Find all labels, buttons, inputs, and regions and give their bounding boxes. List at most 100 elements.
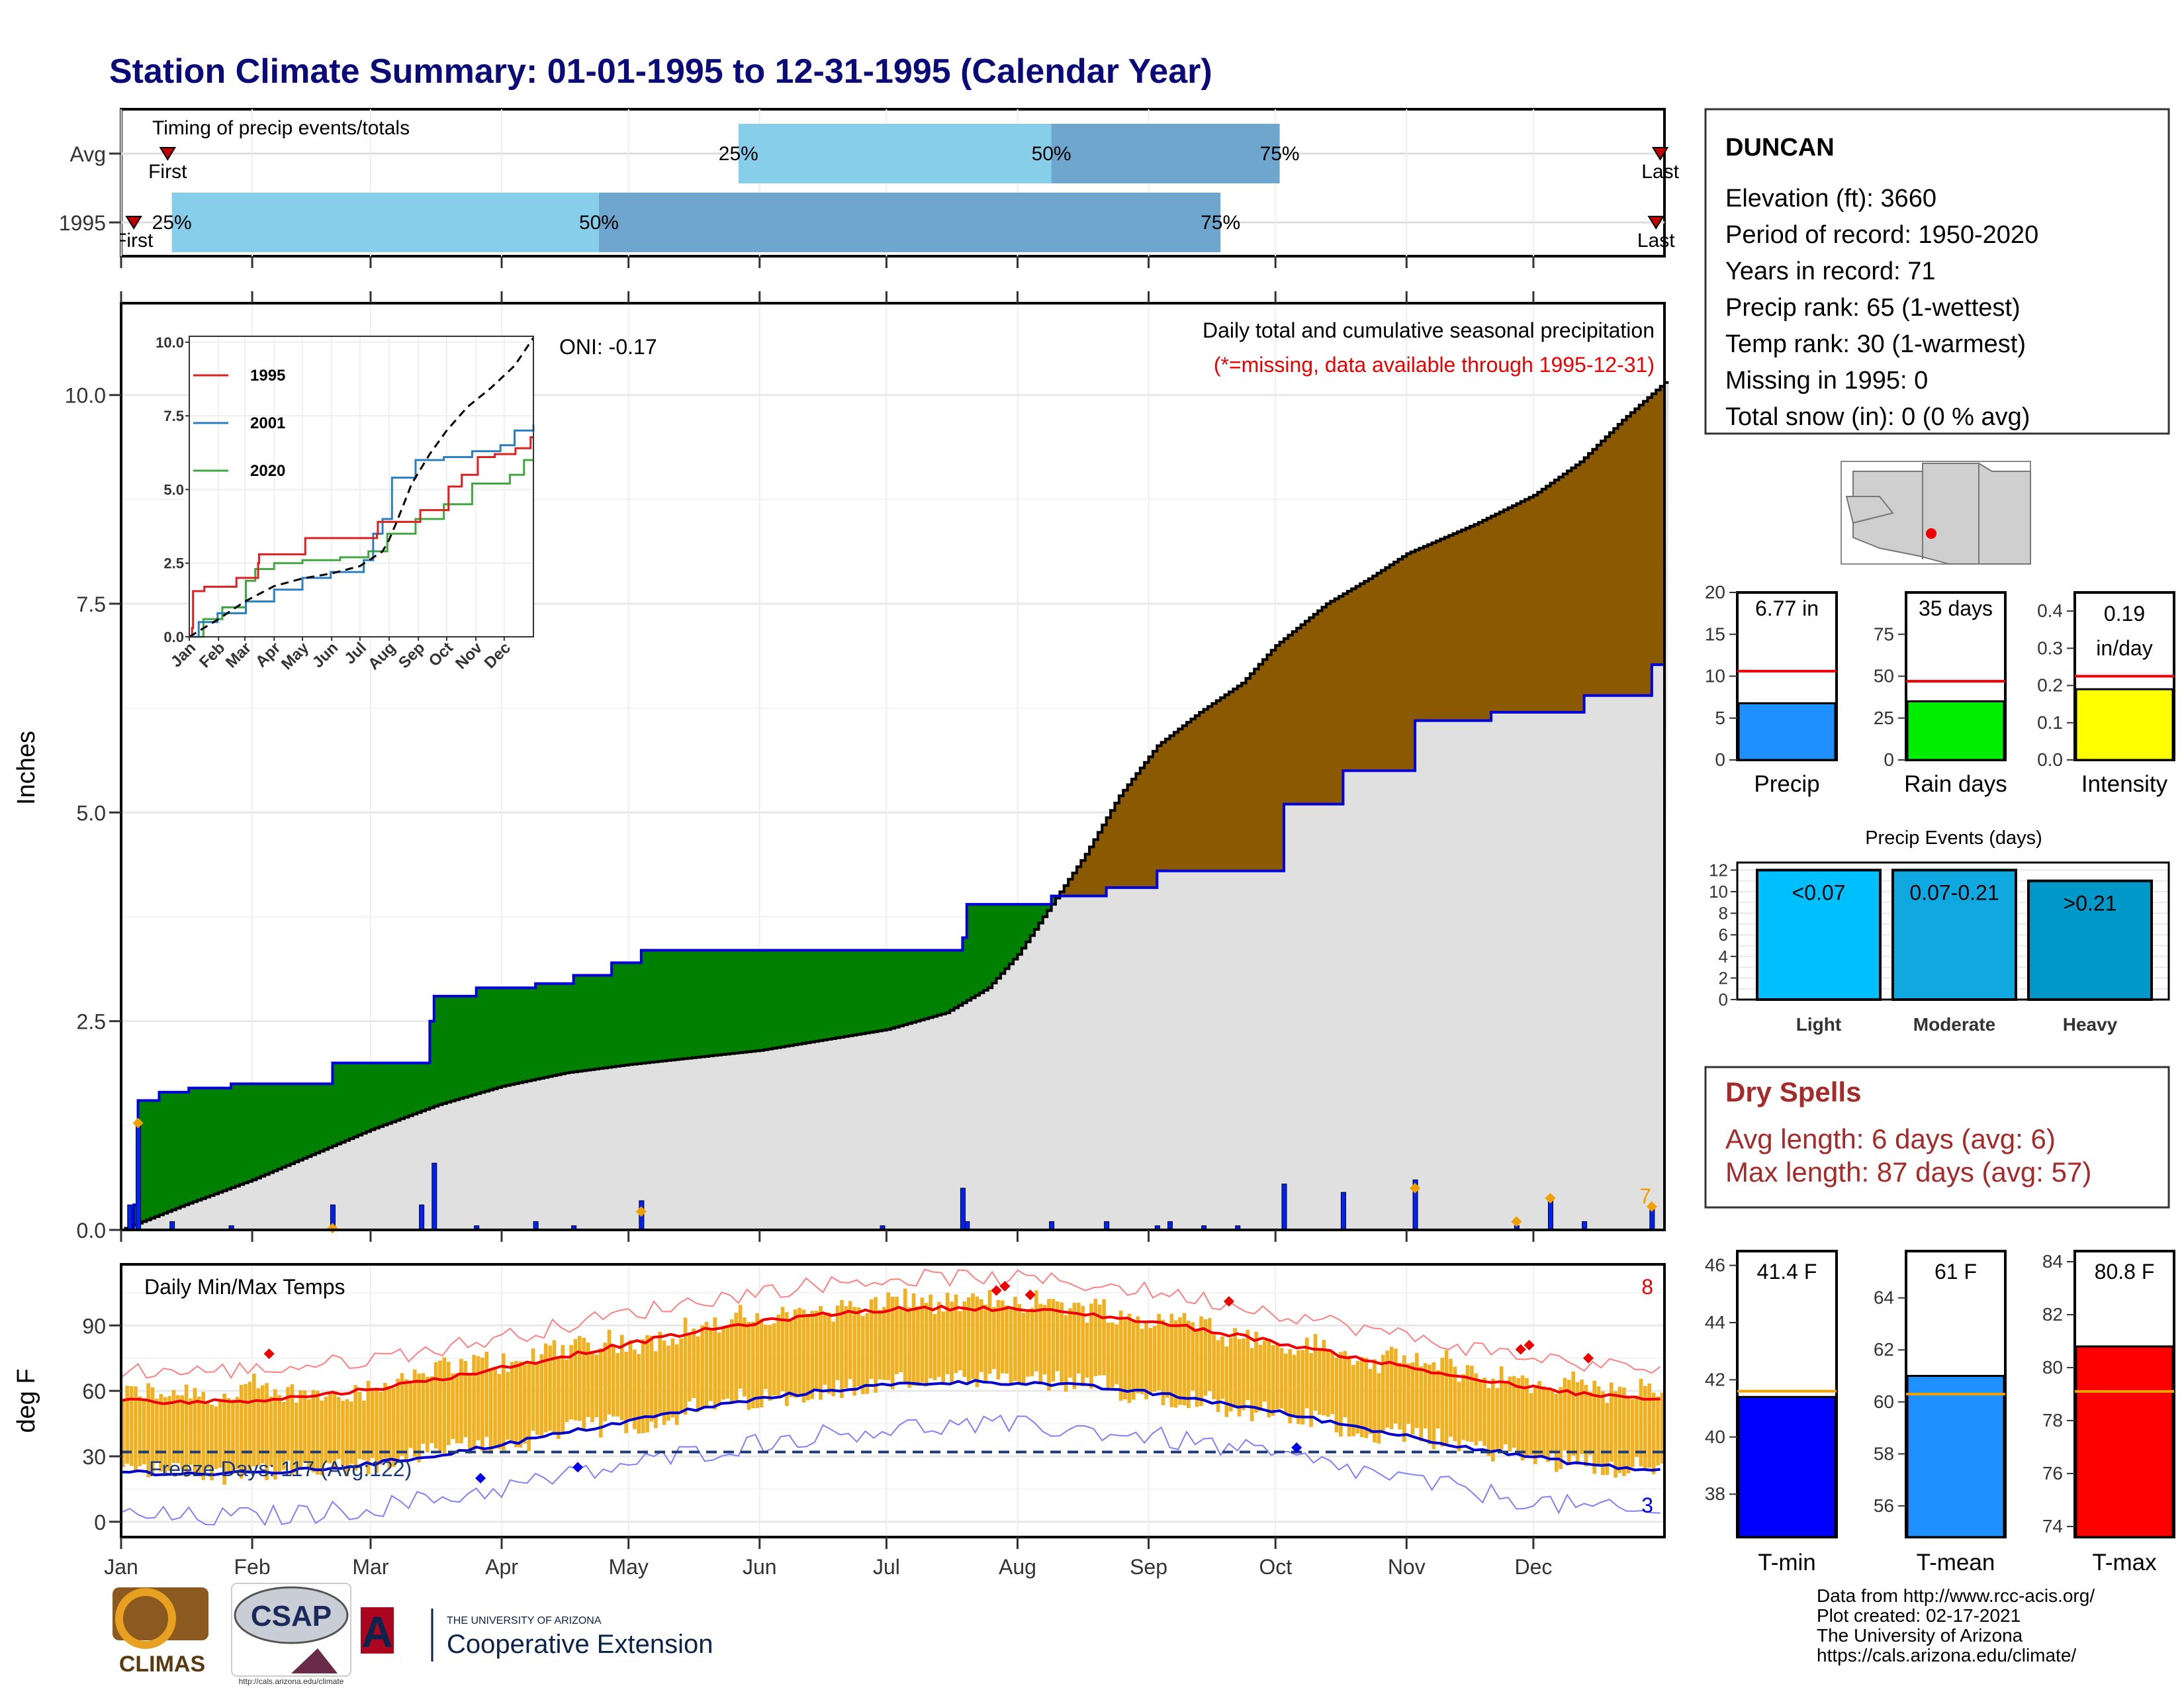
ua-logo-line1: THE UNIVERSITY OF ARIZONA: [447, 1615, 602, 1626]
month-label: Oct: [1259, 1555, 1292, 1579]
event-bar-label: <0.07: [1792, 880, 1846, 904]
summary-ytick-label: 75: [1874, 624, 1894, 644]
temp-bar-label: T-max: [2092, 1550, 2157, 1575]
temp-bar-ytick-label: 46: [1705, 1255, 1725, 1276]
inset-series-1995: [189, 436, 533, 638]
timing-bar-50-75: [598, 193, 1221, 252]
events-ytick-label: 6: [1719, 925, 1728, 945]
events-ytick-label: 4: [1719, 947, 1728, 966]
record-min-marker: [572, 1462, 584, 1473]
temp-bar-ytick-label: 38: [1705, 1483, 1725, 1504]
ua-logo-block: [361, 1607, 394, 1654]
timing-p50-label: 50%: [579, 212, 619, 234]
temp-bar: [1906, 1375, 2005, 1538]
record-max-line: [120, 1268, 1661, 1380]
daily-precip-bar: [127, 1204, 133, 1231]
dry-spells-title: Dry Spells: [1725, 1076, 1861, 1107]
timing-p25-label: 25%: [152, 212, 192, 234]
csap-url-text: http://cals.arizona.edu/climate: [239, 1677, 344, 1686]
month-label: Aug: [999, 1555, 1036, 1579]
extreme-precip-marker: [635, 1206, 647, 1217]
month-label: May: [608, 1555, 648, 1579]
events-frame: [1736, 861, 2170, 1001]
station-box: [1704, 108, 2170, 435]
record-max-marker: [1524, 1339, 1535, 1350]
temp-ytick-label: 90: [82, 1314, 106, 1338]
timing-row-label: 1995: [59, 211, 106, 235]
event-category-label: Light: [1796, 1014, 1841, 1035]
event-category-label: Heavy: [2063, 1014, 2118, 1035]
map-neighbor-area: [1845, 496, 1894, 524]
temp-ytick-label: 60: [82, 1380, 106, 1403]
timing-bar-25-50: [738, 124, 1052, 183]
temp-bar-value: 80.8 F: [2095, 1260, 2155, 1284]
inset-ytick-label: 10.0: [156, 334, 184, 351]
extreme-precip-marker: [1545, 1193, 1556, 1204]
credit-line: Plot created: 02-17-2021: [1817, 1605, 2021, 1626]
temp-bar: [1737, 1395, 1837, 1538]
precip-ytick-label: 5.0: [77, 801, 106, 825]
timing-bar-50-75: [1051, 124, 1280, 183]
month-label: Jul: [873, 1555, 900, 1579]
temp-bar-ytick-label: 80: [2042, 1357, 2063, 1378]
last-event-marker: [1651, 147, 1669, 161]
extreme-precip-marker: [1646, 1201, 1657, 1212]
events-ytick-label: 10: [1709, 882, 1728, 902]
inset-average-line: [189, 337, 535, 638]
precip-frame: [120, 302, 1666, 1231]
inset-ytick-label: 7.5: [163, 408, 184, 424]
inset-legend-label: 1995: [250, 367, 285, 385]
right-panels: DUNCAN Elevation (ft): 3660 Period of reco…: [1704, 108, 2175, 1575]
summary-ytick-label: 0.3: [2037, 637, 2063, 658]
temp-panel: Daily Min/Max Temps Freeze Days: 117 (Avg…: [13, 1263, 1666, 1579]
precip-ytick-label: 7.5: [77, 592, 106, 616]
temp-bar-label: T-min: [1758, 1550, 1816, 1575]
min-extremes-count: 3: [1641, 1493, 1653, 1517]
station-info-line: Precip rank: 65 (1-wettest): [1725, 294, 2021, 322]
station-info-line: Temp rank: 30 (1-warmest): [1725, 330, 2026, 358]
month-label: Sep: [1130, 1555, 1167, 1579]
daily-precip-bar: [432, 1162, 437, 1231]
station-info-line: Years in record: 71: [1725, 258, 1936, 285]
credit-line: Data from http://www.rcc-acis.org/: [1817, 1585, 2095, 1606]
temp-bar-value: 61 F: [1934, 1260, 1977, 1284]
precip-subtitle: Daily total and cumulative seasonal prec…: [1203, 318, 1655, 342]
temp-frame: [120, 1263, 1666, 1538]
temp-bar-ytick-label: 56: [1874, 1495, 1894, 1516]
summary-value-line2: in/day: [2096, 636, 2152, 660]
station-info-line: Period of record: 1950-2020: [1725, 221, 2038, 249]
record-max-marker: [1024, 1289, 1036, 1301]
normal-max-line: [120, 1304, 1661, 1405]
event-category-label: Moderate: [1913, 1014, 1995, 1035]
record-min-marker: [1291, 1442, 1302, 1453]
timing-title: Timing of precip events/totals: [152, 117, 410, 139]
precip-ytick-label: 10.0: [65, 384, 106, 408]
record-max-marker: [991, 1285, 1002, 1296]
station-info-line: Total snow (in): 0 (0 % avg): [1725, 403, 2030, 431]
summary-ytick-label: 0.1: [2037, 712, 2063, 733]
summary-value-line1: 0.19: [2104, 602, 2145, 626]
dry-spells-box: [1704, 1066, 2170, 1209]
summary-bar: [2075, 688, 2174, 761]
daily-precip-bar: [1547, 1200, 1553, 1231]
precip-ylabel: Inches: [13, 731, 40, 805]
record-max-marker: [1223, 1296, 1234, 1307]
last-event-label: Last: [1641, 161, 1679, 183]
temp-bar-value: 41.4 F: [1757, 1260, 1817, 1284]
observed-cumulative-line: [121, 663, 1664, 1231]
freeze-days-label: Freeze Days: 117 (Avg:122): [149, 1457, 412, 1481]
summary-ytick-label: 15: [1705, 624, 1725, 644]
ua-logo-line2: Cooperative Extension: [447, 1630, 713, 1659]
events-ytick-label: 2: [1719, 968, 1728, 988]
credit-line: The University of Arizona: [1817, 1625, 2023, 1646]
csap-mountain-icon: [291, 1648, 338, 1673]
dry-spells-avg: Avg length: 6 days (avg: 6): [1725, 1123, 2056, 1154]
record-max-marker: [263, 1348, 275, 1360]
events-ytick-label: 8: [1719, 904, 1728, 923]
timing-p75-label: 75%: [1201, 212, 1240, 234]
timing-p50-label: 50%: [1032, 143, 1071, 165]
summary-bar: [1906, 700, 2005, 761]
record-max-marker: [1582, 1352, 1594, 1364]
last-event-label: Last: [1637, 230, 1675, 252]
